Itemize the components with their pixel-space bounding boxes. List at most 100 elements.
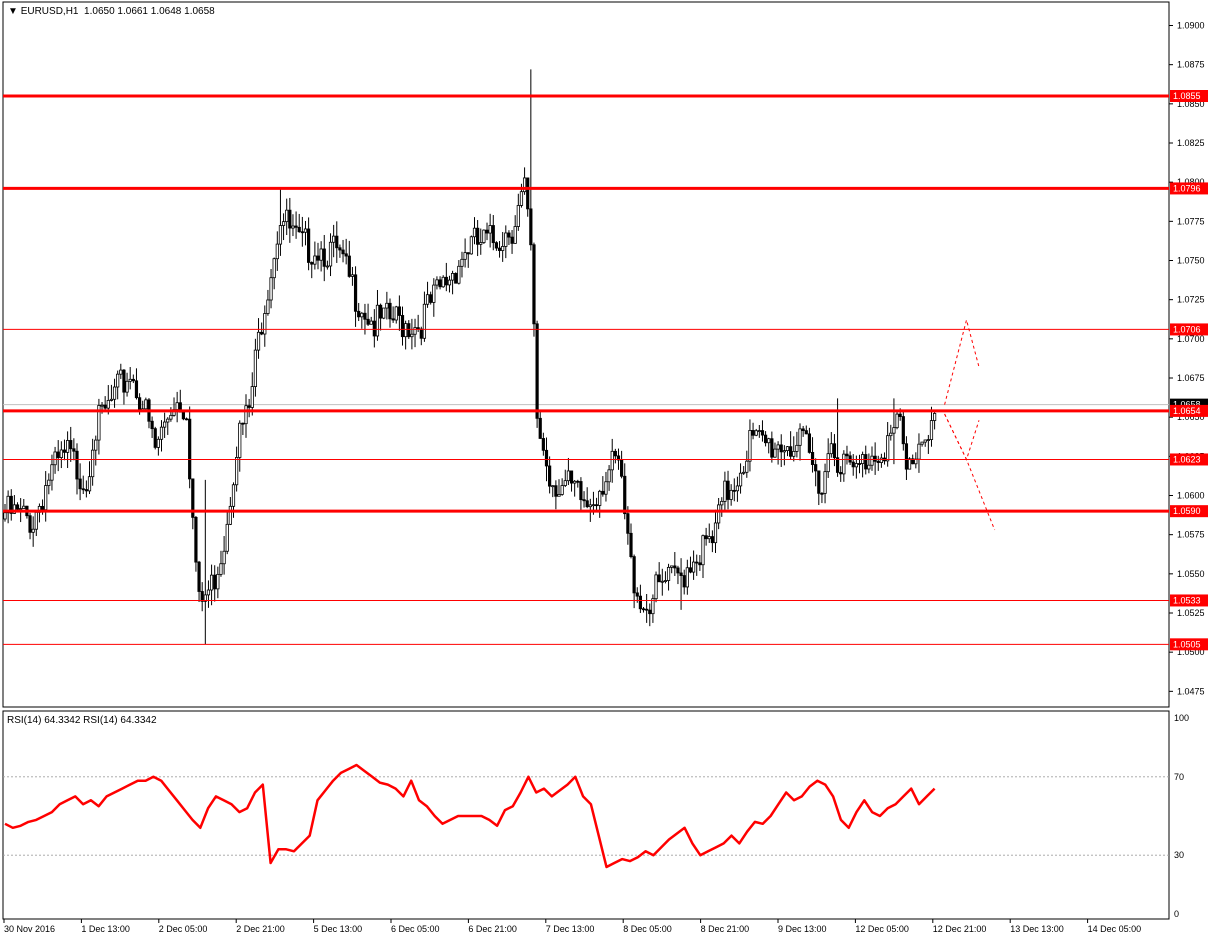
candle-body: [651, 598, 655, 615]
projection-arrow: [944, 413, 980, 461]
candle-body: [529, 208, 533, 246]
rsi-tick-label: 70: [1174, 772, 1184, 782]
candle-body: [610, 450, 614, 471]
candle-body: [422, 303, 427, 339]
candle-body: [801, 428, 805, 432]
candle-body: [303, 228, 308, 233]
candle-body: [394, 306, 398, 321]
candle-body: [745, 460, 749, 473]
level-price-label: 1.0590: [1173, 506, 1201, 516]
chart-menu-icon[interactable]: ▼: [8, 6, 18, 17]
candle-body: [776, 444, 780, 450]
candle-body: [820, 492, 824, 495]
main-chart-info: ▼ EURUSD,H1 1.0650 1.0661 1.0648 1.0658: [8, 6, 215, 17]
candle-body: [275, 243, 279, 260]
candle-body: [116, 373, 120, 388]
candle-body: [285, 209, 289, 223]
candle-body: [557, 494, 561, 497]
candle-body: [666, 566, 671, 581]
price-tick-label: 1.0500: [1177, 647, 1205, 657]
candle-body: [798, 428, 802, 446]
candle-body: [347, 255, 351, 277]
time-tick-label: 13 Dec 13:00: [1010, 924, 1064, 934]
price-tick-label: 1.0650: [1177, 412, 1205, 422]
candle-body: [929, 420, 934, 440]
candle-body: [588, 504, 592, 508]
candle-body: [144, 399, 148, 410]
candle-body: [325, 265, 329, 268]
candle-body: [241, 422, 245, 425]
candle-body: [235, 457, 239, 486]
candle-body: [670, 565, 674, 568]
candle-body: [601, 490, 605, 495]
level-price-box: [1170, 404, 1208, 417]
candle-body: [404, 323, 408, 338]
candle-body: [626, 513, 630, 534]
candle-body: [526, 177, 530, 210]
price-tick-label: 1.0900: [1177, 21, 1205, 31]
candle-body: [563, 480, 567, 486]
level-price-box: [1170, 594, 1208, 607]
current-price-box: [1170, 398, 1208, 410]
time-tick-label: 6 Dec 05:00: [391, 924, 440, 934]
candle-body: [857, 463, 862, 465]
candle-body: [166, 418, 170, 423]
candle-body: [153, 428, 157, 448]
candle-body: [763, 434, 768, 444]
level-price-box: [1170, 638, 1208, 651]
candle-body: [582, 499, 586, 502]
candle-body: [876, 460, 880, 463]
candle-body: [66, 440, 70, 453]
rsi-panel-frame: [2, 710, 1170, 920]
candle-body: [842, 453, 846, 475]
candle-body: [372, 320, 376, 337]
candle-body: [106, 400, 110, 409]
candle-body: [300, 231, 304, 234]
candle-body: [441, 276, 445, 288]
candle-body: [288, 209, 292, 229]
candle-body: [569, 470, 574, 484]
candle-body: [209, 574, 214, 591]
candle-body: [332, 235, 336, 243]
candle-body: [748, 430, 752, 462]
candle-body: [432, 284, 436, 303]
candle-body: [137, 397, 142, 411]
candle-body: [247, 405, 251, 408]
main-chart-frame: [2, 1, 1170, 708]
candle-body: [657, 574, 661, 583]
candle-body: [645, 608, 649, 611]
candle-body: [163, 421, 167, 428]
candle-body: [53, 451, 57, 466]
candle-body: [291, 225, 295, 229]
candle-body: [933, 413, 937, 421]
candle-body: [238, 422, 242, 458]
candle-body: [175, 402, 179, 410]
candle-body: [538, 417, 542, 439]
candle-body: [253, 349, 257, 387]
candle-body: [692, 561, 696, 573]
candle-body: [576, 480, 580, 483]
time-tick-label: 12 Dec 21:00: [933, 924, 987, 934]
candle-body: [322, 248, 326, 267]
level-price-box: [1170, 182, 1208, 195]
candle-body: [723, 480, 727, 502]
candle-body: [103, 404, 107, 409]
candle-body: [6, 495, 10, 514]
candle-body: [360, 312, 364, 318]
candle-body: [807, 433, 812, 453]
candle-body: [554, 485, 558, 497]
candle-body: [804, 430, 808, 435]
candle-body: [97, 405, 101, 441]
candle-body: [388, 302, 392, 320]
candle-body: [278, 225, 283, 245]
candle-body: [648, 609, 652, 615]
candle-body: [560, 485, 564, 495]
candle-body: [911, 458, 915, 465]
candle-body: [835, 457, 840, 473]
candle-body: [795, 444, 799, 452]
candle-body: [854, 463, 858, 468]
price-tick-label: 1.0875: [1177, 60, 1205, 70]
candle-body: [698, 562, 702, 566]
